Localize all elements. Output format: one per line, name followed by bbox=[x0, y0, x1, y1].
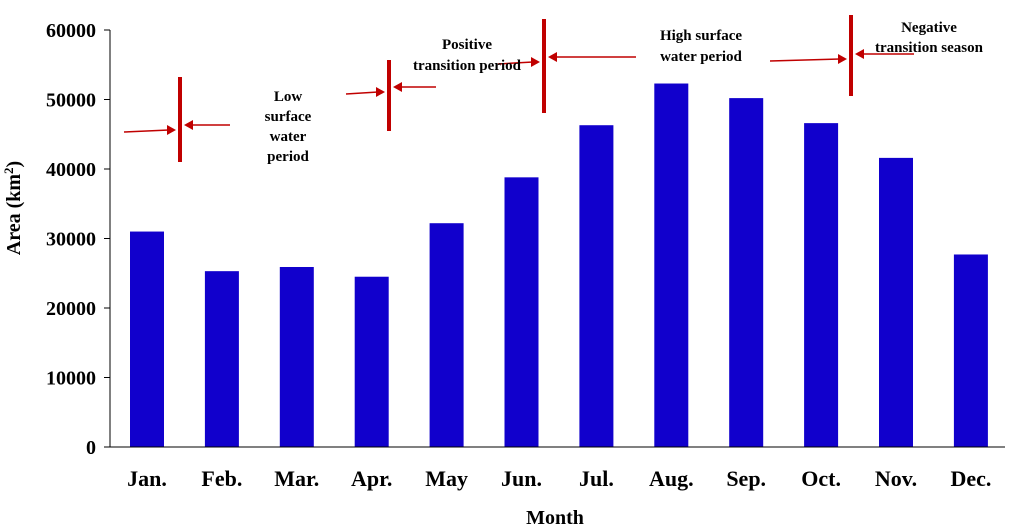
x-tick-label: Jul. bbox=[579, 466, 614, 491]
period-annotation-line: Negative bbox=[901, 20, 957, 36]
period-annotation-line: water period bbox=[660, 49, 742, 65]
period-annotation-line: period bbox=[267, 149, 309, 165]
y-axis-title-close: ) bbox=[3, 161, 25, 168]
x-tick-label: Jan. bbox=[127, 466, 167, 491]
arrow-right-icon bbox=[345, 91, 379, 95]
arrow-right-icon bbox=[123, 129, 170, 133]
bar bbox=[579, 125, 614, 447]
period-annotation: High surface water period bbox=[660, 28, 743, 65]
bar bbox=[729, 98, 764, 448]
y-tick-label: 40000 bbox=[46, 159, 96, 181]
arrowhead-left-icon bbox=[548, 52, 557, 62]
y-axis: 0 10000 20000 30000 40000 50000 60000 bbox=[46, 20, 111, 459]
arrowhead-left-icon bbox=[855, 49, 864, 59]
x-tick-label: Sep. bbox=[726, 466, 766, 491]
arrowhead-right-icon bbox=[167, 125, 176, 135]
bar bbox=[130, 231, 164, 447]
y-tick-label: 10000 bbox=[46, 368, 96, 390]
y-tick-label: 60000 bbox=[46, 20, 96, 42]
bar bbox=[879, 157, 913, 447]
x-axis-title: Month bbox=[526, 507, 584, 529]
arrowhead-right-icon bbox=[838, 54, 847, 64]
x-tick-label: Oct. bbox=[801, 466, 841, 491]
period-annotation-line: water bbox=[270, 129, 307, 145]
arrowhead-right-icon bbox=[376, 87, 385, 97]
y-tick-label: 50000 bbox=[46, 90, 96, 112]
bar bbox=[953, 254, 988, 447]
y-axis-title-superscript: 2 bbox=[1, 167, 16, 174]
period-annotation: Positive transition period bbox=[413, 37, 522, 74]
period-annotations: Low surface water period Positive transition … bbox=[265, 20, 984, 165]
x-tick-label: Mar. bbox=[274, 466, 319, 491]
x-tick-label: Feb. bbox=[201, 466, 242, 491]
period-annotation: Negative transition season bbox=[875, 20, 984, 56]
period-annotation-line: surface bbox=[265, 109, 312, 125]
x-tick-label: Apr. bbox=[351, 466, 392, 491]
x-tick-label: Dec. bbox=[950, 466, 991, 491]
period-annotation-line: High surface bbox=[660, 28, 742, 44]
arrow-right-icon bbox=[497, 61, 534, 65]
arrowhead-left-icon bbox=[184, 120, 193, 130]
arrow-right-icon bbox=[769, 58, 841, 62]
y-axis-title: Area (km2) bbox=[1, 161, 25, 255]
bars bbox=[130, 83, 988, 448]
bar bbox=[354, 276, 389, 447]
bar bbox=[429, 223, 464, 447]
period-annotation-line: Low bbox=[274, 89, 303, 105]
x-tick-label: May bbox=[425, 466, 468, 491]
y-axis-title-main: Area (km bbox=[3, 174, 25, 256]
period-annotation-line: transition season bbox=[875, 40, 984, 56]
bar bbox=[204, 271, 239, 447]
bar bbox=[654, 83, 689, 447]
arrowhead-left-icon bbox=[393, 82, 402, 92]
arrowhead-right-icon bbox=[531, 57, 540, 67]
x-axis: Jan. Feb. Mar. Apr. May Jun. Jul. Aug. Sep. Oct. N… bbox=[110, 446, 1005, 491]
y-tick-label: 30000 bbox=[46, 229, 96, 251]
bar bbox=[504, 177, 539, 447]
x-tick-label: Nov. bbox=[875, 466, 917, 491]
bar bbox=[279, 266, 314, 447]
period-annotation-line: Positive bbox=[442, 37, 492, 53]
y-tick-label: 0 bbox=[86, 437, 96, 459]
bar bbox=[804, 123, 839, 447]
x-tick-label: Aug. bbox=[649, 466, 694, 491]
y-tick-label: 20000 bbox=[46, 298, 96, 320]
period-annotation: Low surface water period bbox=[265, 89, 312, 165]
period-annotation-line: transition period bbox=[413, 58, 522, 74]
x-tick-label: Jun. bbox=[501, 466, 542, 491]
period-markers bbox=[123, 15, 914, 162]
